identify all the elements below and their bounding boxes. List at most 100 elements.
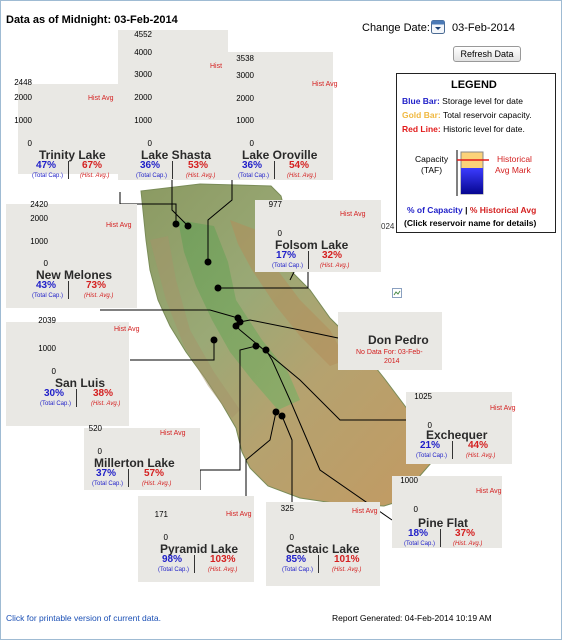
pct-hist-avg-pyramid: 103% [210, 554, 236, 565]
printable-version-link[interactable]: Click for printable version of current d… [6, 613, 161, 623]
refresh-data-button[interactable]: Refresh Data [453, 46, 521, 62]
connector-lines [100, 168, 406, 521]
tick-label: 3000 [134, 70, 152, 80]
reservoir-name-don-pedro[interactable]: Don Pedro [368, 333, 429, 347]
connector-line [207, 168, 233, 262]
connector-line [235, 325, 406, 421]
hist-avg-label: Hist Avg [352, 507, 378, 515]
card-pyramid [138, 496, 254, 582]
don-pedro-no-data: No Data For: 03-Feb- [356, 349, 423, 356]
tick-label: 0 [43, 259, 48, 268]
separator [308, 251, 309, 269]
reservoir-name-shasta[interactable]: Lake Shasta [141, 148, 212, 162]
calendar-icon[interactable] [431, 19, 445, 34]
hist-avg-label: Hist Avg [476, 488, 502, 496]
tick-label: 1000 [236, 116, 254, 126]
reservoir-dot-millerton[interactable] [252, 342, 260, 350]
connector-line [245, 411, 277, 520]
pct-hist-avg-sanluis: 38% [93, 388, 114, 399]
reservoir-name-castaic[interactable]: Castaic Lake [286, 542, 360, 556]
pct-hist-avg-trinity: 67% [82, 160, 103, 171]
tick-label: 3000 [236, 71, 254, 81]
legend-historical-label: Historical [497, 154, 532, 164]
legend-pct-capacity: % of Capacity [407, 205, 463, 215]
pct-hist-avg-millerton: 57% [144, 468, 165, 479]
card-millerton [84, 428, 200, 490]
pct-capacity-trinity: 47% [36, 160, 57, 171]
reservoir-name-sanluis[interactable]: San Luis [55, 376, 106, 390]
pct-capacity-castaic: 85% [286, 554, 307, 565]
separator [274, 161, 275, 179]
legend-red-key: Red Line: [402, 124, 441, 134]
connector-line [239, 319, 339, 339]
legend-click-note: (Click reservoir name for details) [404, 218, 537, 228]
legend-blue-desc: Storage level for date [442, 96, 523, 106]
separator [318, 555, 319, 573]
tick-label: 2448 [14, 78, 32, 87]
hist-avg-paren-label: (Hist. Avg.) [332, 567, 362, 573]
reservoir-name-trinity[interactable]: Trinity Lake [39, 148, 106, 162]
pct-hist-avg-melones: 73% [86, 280, 107, 291]
don-pedro-no-data-year: 2014 [384, 358, 400, 365]
reservoir-dot-sanluis[interactable] [210, 336, 218, 344]
separator [194, 555, 195, 573]
hist-avg-paren-label: (Hist. Avg.) [84, 293, 114, 299]
total-cap-label: (Total Cap.) [32, 173, 64, 179]
tick-label: 977 [268, 200, 282, 209]
tick-label: 325 [280, 504, 294, 513]
hist-avg-paren-label: (Hist. Avg.) [453, 541, 483, 547]
reservoir-dot-oroville[interactable] [204, 258, 212, 266]
tick-label: 0 [289, 533, 294, 542]
card-oroville [223, 52, 333, 180]
reservoir-name-pyramid[interactable]: Pyramid Lake [160, 542, 239, 556]
total-cap-label: (Total Cap.) [416, 453, 448, 459]
reservoir-name-millerton[interactable]: Millerton Lake [94, 456, 175, 470]
legend-title: LEGEND [451, 79, 497, 91]
hist-avg-paren-label: (Hist. Avg.) [320, 263, 350, 269]
reservoir-dot-castaic[interactable] [278, 412, 286, 420]
legend-avg-mark-label: Avg Mark [495, 165, 531, 175]
reservoir-dot-folsom[interactable] [214, 284, 222, 292]
selected-date[interactable]: 03-Feb-2014 [452, 22, 515, 34]
tick-label: 0 [427, 421, 432, 430]
hist-avg-paren-label: (Hist. Avg.) [142, 481, 172, 487]
data-as-of-label: Data as of Midnight: 03-Feb-2014 [6, 14, 178, 26]
hist-avg-paren-label: (Hist. Avg.) [208, 567, 238, 573]
pct-capacity-folsom: 17% [276, 250, 297, 261]
reservoir-name-exchequer[interactable]: Exchequer [426, 428, 488, 442]
legend-pct-hist: % Historical Avg [469, 205, 537, 215]
legend-capacity-unit: (TAF) [421, 165, 443, 175]
hist-avg-label: Hist Avg [114, 325, 140, 333]
tick-label: 4000 [134, 47, 152, 57]
reservoir-name-melones[interactable]: New Melones [36, 268, 113, 282]
tick-label: 2000 [134, 93, 152, 103]
pct-hist-avg-castaic: 101% [334, 554, 360, 565]
tick-label: 0 [413, 505, 418, 514]
legend: LEGEND Blue Bar: Storage level for date … [396, 73, 556, 233]
hist-avg-paren-label: (Hist. Avg.) [186, 173, 216, 179]
tick-label: 1025 [414, 392, 432, 401]
reservoir-name-pineflat[interactable]: Pine Flat [418, 516, 469, 530]
hist-avg-paren-label: (Hist. Avg.) [287, 173, 317, 179]
card-trinity [18, 84, 130, 174]
pct-hist-avg-folsom: 32% [322, 250, 343, 261]
tick-label: 0 [277, 229, 282, 238]
reservoir-name-oroville[interactable]: Lake Oroville [242, 148, 318, 162]
reservoir-name-folsom[interactable]: Folsom Lake [275, 238, 349, 252]
reservoir-dot-shasta[interactable] [184, 222, 192, 230]
reservoir-dot-pyramid[interactable] [272, 408, 280, 416]
separator [76, 389, 77, 407]
card-castaic [266, 502, 380, 586]
card-don-pedro [338, 312, 442, 370]
tick-label: 1000 [38, 344, 56, 354]
separator [440, 529, 441, 547]
stray-label: 024 [381, 222, 395, 231]
pct-capacity-oroville: 36% [242, 160, 263, 171]
reservoir-dot-trinity[interactable] [172, 220, 180, 228]
broken-image-icon [392, 285, 402, 298]
reservoir-dot-don-pedro[interactable] [236, 318, 244, 326]
reservoir-dot-pineflat[interactable] [262, 346, 270, 354]
tick-label: 0 [249, 139, 254, 148]
change-date-label: Change Date: [362, 22, 430, 34]
pct-capacity-sanluis: 30% [44, 388, 65, 399]
